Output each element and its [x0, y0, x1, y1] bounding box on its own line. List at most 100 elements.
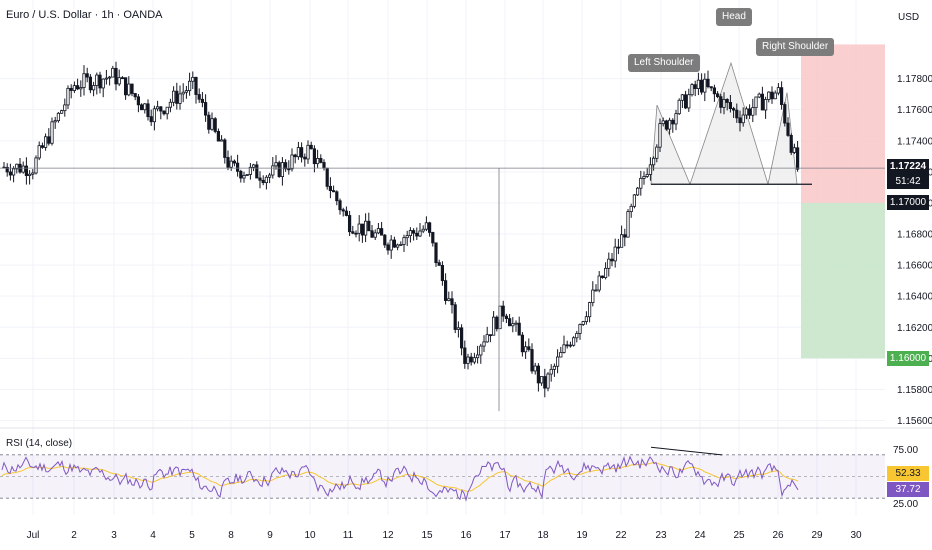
candle-body: [604, 267, 608, 278]
candle-body: [482, 341, 486, 347]
candle-body: [82, 73, 86, 88]
candle-body: [431, 232, 435, 244]
candle-body: [591, 289, 595, 303]
candle-body: [351, 231, 355, 234]
candle-body: [572, 337, 576, 346]
candle-body: [309, 144, 313, 150]
candle-body: [504, 315, 509, 320]
grid: [0, 0, 932, 515]
date-axis[interactable]: Jul 2 3 4 5 8 9 10 11 12 15 16 17 18 19 22 23 24 25 26 29 30: [27, 530, 862, 541]
candle-body: [104, 77, 108, 80]
candle-body: [69, 87, 73, 91]
candle-body: [379, 228, 384, 236]
candle-body: [594, 289, 598, 292]
chart-title[interactable]: Euro / U.S. Dollar · 1h · OANDA: [6, 9, 163, 21]
rsi-title[interactable]: RSI (14, close): [6, 438, 73, 449]
candle-body: [5, 166, 9, 173]
right-shoulder-label: Right Shoulder: [756, 38, 835, 56]
candle-body: [677, 99, 681, 115]
candle-body: [303, 156, 307, 160]
date-tick-label: 11: [343, 530, 354, 541]
current-price-value: 1.17224: [889, 161, 927, 173]
candle-body: [328, 185, 333, 191]
candle-body: [450, 298, 454, 306]
candle-body: [299, 147, 304, 158]
candle-body: [760, 93, 765, 111]
candle-body: [488, 334, 493, 337]
left-shoulder-label: Left Shoulder: [628, 54, 700, 72]
candle-body: [44, 136, 48, 148]
candle-body: [293, 154, 297, 158]
candle-body: [92, 85, 96, 91]
candle-body: [652, 157, 656, 166]
candle-body: [47, 136, 51, 144]
candle-body: [684, 94, 688, 109]
candle-body: [31, 172, 35, 175]
price-tick-label: 1.16600: [897, 261, 932, 272]
candle-body: [687, 94, 691, 109]
candle-body: [463, 347, 467, 364]
target-level-tag: 1.16000: [887, 350, 929, 366]
candle-body: [776, 87, 781, 94]
candle-body: [85, 73, 89, 78]
rsi-tick-label: 75.00: [893, 445, 918, 456]
date-tick-label: 30: [850, 530, 862, 541]
candle-body: [549, 368, 553, 375]
candle-body: [402, 237, 406, 245]
currency-label[interactable]: USD: [898, 12, 920, 23]
candle-body: [780, 87, 784, 105]
candle-body: [792, 147, 797, 153]
candle-body: [261, 179, 265, 184]
candle-body: [159, 106, 163, 112]
price-tick-label: 1.15800: [897, 385, 932, 396]
candle-body: [434, 242, 438, 264]
candle-body: [658, 123, 662, 148]
candle-body: [546, 373, 550, 389]
candle-body: [194, 76, 198, 95]
candle-body: [101, 78, 105, 89]
candle-body: [421, 228, 425, 232]
candle-body: [79, 87, 83, 90]
candle-body: [184, 90, 188, 93]
candle-body: [34, 157, 38, 174]
rsi-pane: [0, 446, 885, 503]
candle-body: [248, 166, 252, 175]
candle-body: [728, 102, 733, 109]
date-tick-label: 5: [189, 530, 195, 541]
date-tick-label: 18: [537, 530, 549, 541]
date-tick-label: 3: [111, 530, 117, 541]
candle-body: [341, 209, 345, 212]
candle-body: [527, 346, 531, 350]
candle-body: [540, 376, 544, 384]
price-axis[interactable]: 1.178001.176001.174001.172001.170001.168…: [893, 74, 932, 510]
candle-body: [315, 157, 320, 165]
rsi-tick-label: 25.00: [893, 499, 918, 510]
candle-body: [517, 322, 521, 336]
price-tick-label: 1.16800: [897, 230, 932, 241]
candle-body: [152, 108, 156, 123]
rsi-ma-value-tag: 52.33: [887, 466, 929, 482]
rsi-ma-line: [1, 462, 799, 492]
candle-body: [418, 230, 422, 237]
candle-body: [668, 119, 672, 130]
candle-body: [200, 98, 204, 103]
candle-body: [251, 164, 256, 168]
candle-body: [443, 280, 448, 301]
candle-body: [620, 234, 624, 248]
candle-body: [271, 165, 275, 176]
date-tick-label: 2: [71, 530, 77, 541]
candle-body: [424, 222, 429, 230]
candle-body: [719, 96, 723, 108]
candle-body: [171, 90, 176, 103]
candle-body: [242, 175, 246, 179]
position-zones: [801, 44, 885, 359]
candle-body: [21, 165, 25, 173]
candle-body: [149, 116, 153, 123]
candle-body: [235, 162, 240, 172]
candle-body: [335, 191, 339, 202]
candle-body: [290, 154, 294, 170]
candle-body: [53, 120, 57, 123]
candle-body: [568, 344, 573, 347]
candle-body: [447, 298, 451, 301]
